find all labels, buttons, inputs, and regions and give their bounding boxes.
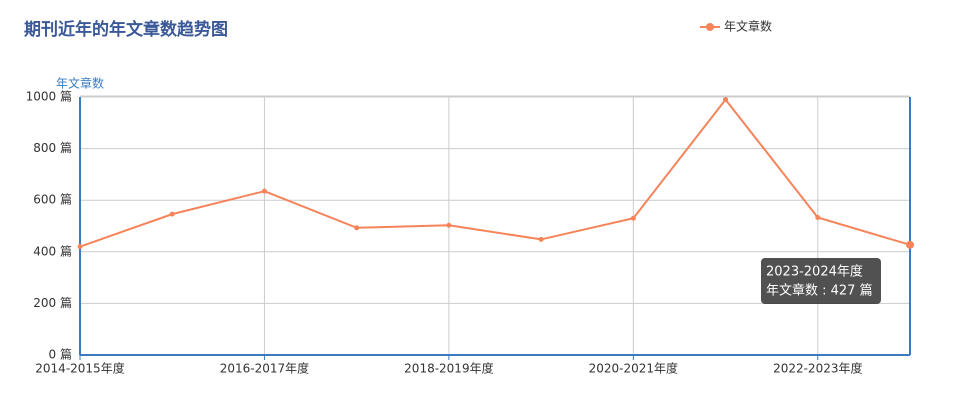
x-tick-label: 2020-2021年度	[589, 361, 678, 376]
tooltip-value: 年文章数 : 427 篇	[766, 283, 873, 299]
legend-dot	[706, 23, 714, 31]
point	[538, 236, 544, 242]
y-axis-label: 年文章数	[56, 76, 104, 91]
point	[77, 244, 83, 250]
point	[169, 211, 175, 217]
tooltip-box	[761, 258, 881, 304]
x-tick-label: 2014-2015年度	[35, 361, 124, 376]
tooltip-title: 2023-2024年度	[766, 264, 863, 280]
line	[79, 97, 911, 248]
point	[446, 222, 452, 228]
point	[723, 97, 729, 103]
y-tick-label: 600 篇	[33, 192, 72, 207]
y-tick-label: 400 篇	[33, 243, 72, 258]
x-tick-label: 2018-2019年度	[404, 361, 493, 376]
y-tick-label: 1000 篇	[26, 89, 72, 104]
chart-title: 期刊近年的年文章数趋势图	[24, 19, 228, 40]
x-tick-label: 2016-2017年度	[220, 361, 309, 376]
y-tick-label: 200 篇	[33, 295, 72, 310]
point	[354, 225, 360, 231]
y-tick-label: 0 篇	[49, 347, 72, 362]
point	[906, 240, 914, 249]
x-tick-label: 2022-2023年度	[773, 361, 862, 376]
y-tick-label: 800 篇	[33, 140, 72, 155]
point	[630, 215, 636, 221]
point	[261, 188, 267, 194]
point	[815, 214, 821, 220]
legend-label: 年文章数	[724, 19, 772, 34]
